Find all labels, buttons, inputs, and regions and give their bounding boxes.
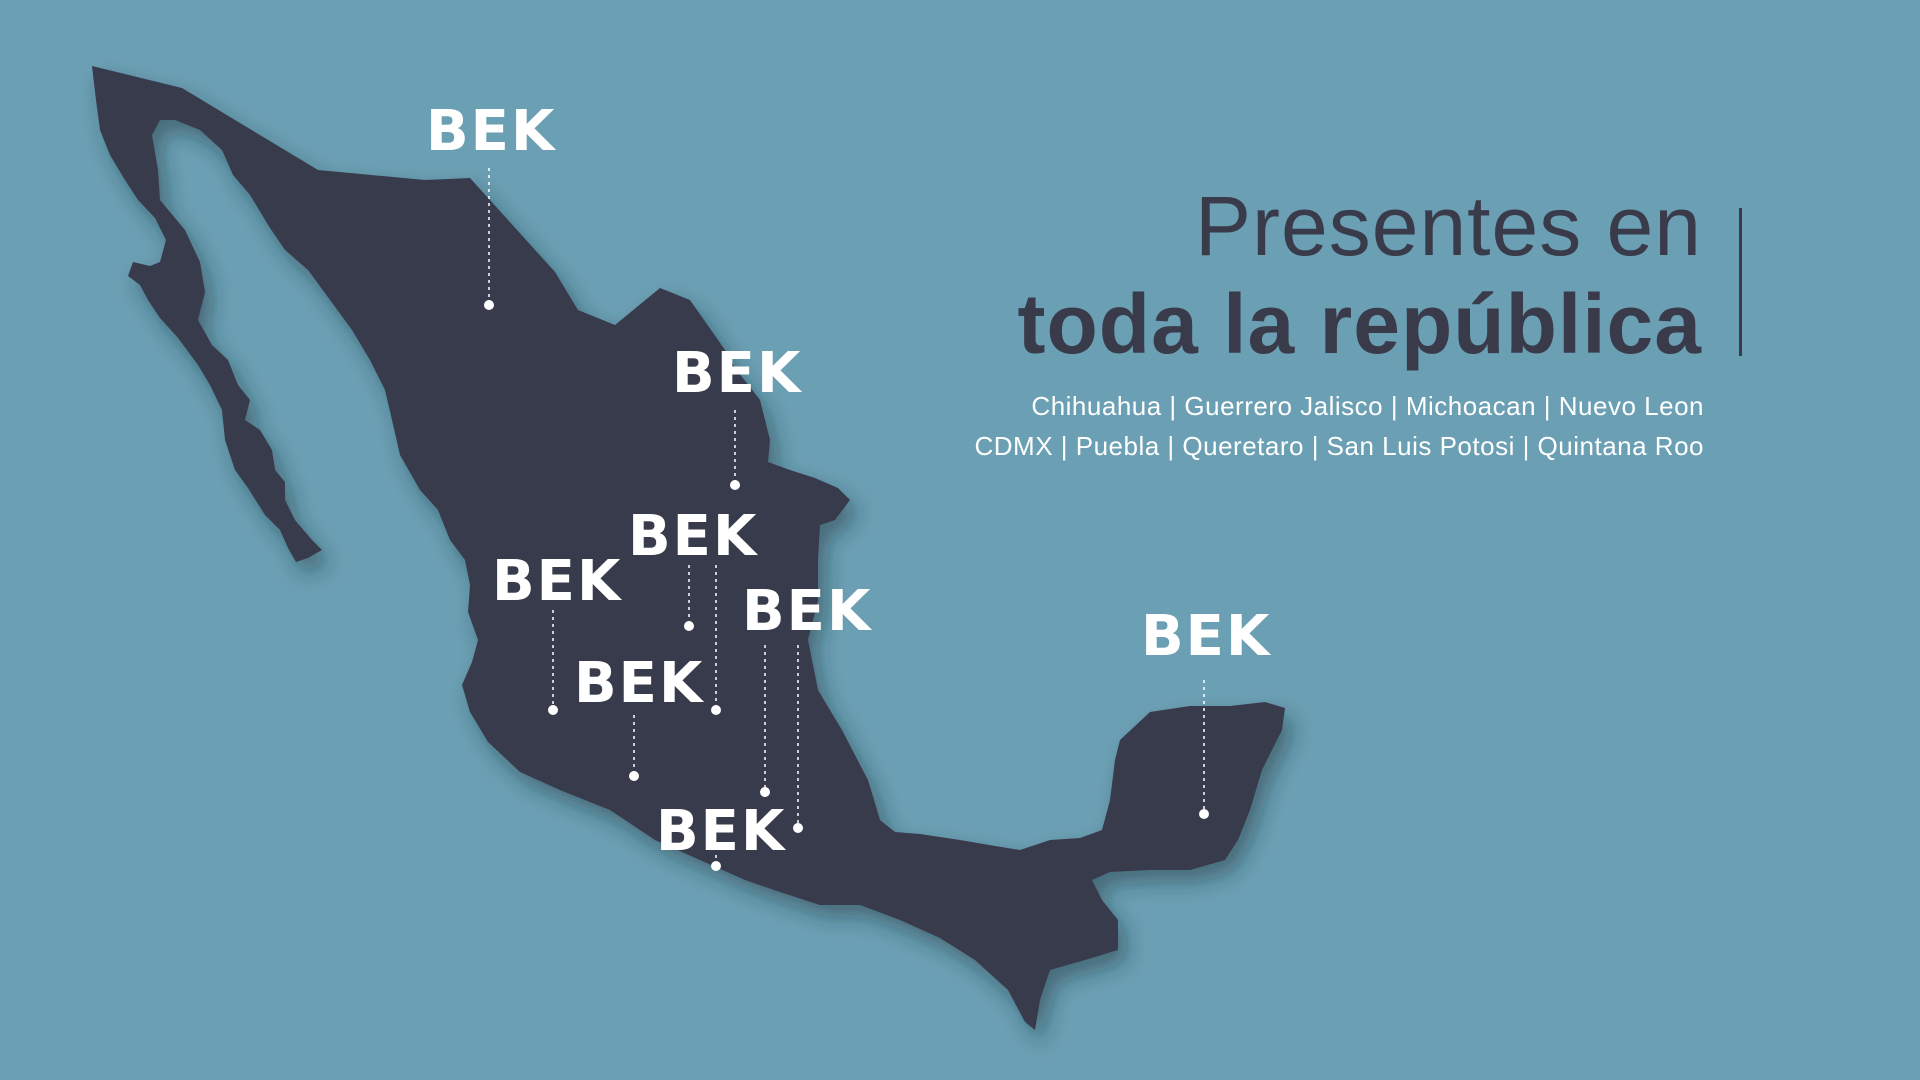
bek-logo-chihuahua: BEK xyxy=(426,99,557,164)
bek-logo-guerrero: BEK xyxy=(656,799,787,864)
bek-logo-east-central: BEK xyxy=(742,579,873,644)
headline-title-light: Presentes en xyxy=(1195,179,1702,273)
marker-leaders xyxy=(484,168,1209,871)
regions-list: Chihuahua | Guerrero Jalisco | Michoacan… xyxy=(975,386,1705,466)
location-dot-michoacan xyxy=(629,771,639,781)
bek-logo-quintana-roo: BEK xyxy=(1141,604,1272,669)
bek-logo-jalisco: BEK xyxy=(492,549,623,614)
mexico-mainland-shape xyxy=(92,66,1285,1030)
location-dot-nuevo-leon xyxy=(730,480,740,490)
regions-line-1: Chihuahua | Guerrero Jalisco | Michoacan… xyxy=(1031,391,1704,421)
location-dot-queretaro xyxy=(711,705,721,715)
location-dot-jalisco xyxy=(548,705,558,715)
bek-logos: BEK BEK BEK BEK BEK BEK BEK BEK xyxy=(426,99,1272,864)
location-dot-guerrero xyxy=(711,861,721,871)
bek-logo-nuevo-leon: BEK xyxy=(672,341,803,406)
headline-vertical-divider xyxy=(1739,208,1742,356)
headline-block: Presentes en toda la república xyxy=(1018,178,1703,374)
location-dot-puebla xyxy=(793,823,803,833)
location-dot-quintana-roo xyxy=(1199,809,1209,819)
location-dot-chihuahua xyxy=(484,300,494,310)
headline-title-bold: toda la república xyxy=(1017,277,1702,371)
bek-logo-central-north: BEK xyxy=(628,504,759,569)
bek-logo-michoacan: BEK xyxy=(574,651,705,716)
location-dot-central-north xyxy=(684,621,694,631)
regions-line-2: CDMX | Puebla | Queretaro | San Luis Pot… xyxy=(974,431,1704,461)
location-dot-cdmx xyxy=(760,787,770,797)
